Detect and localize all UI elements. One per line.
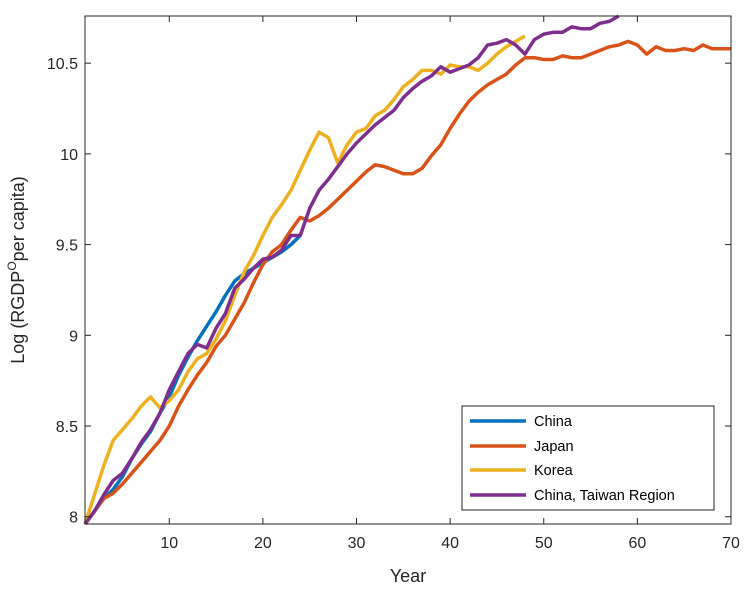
x-tick-label: 10: [160, 535, 178, 552]
y-axis-label-superscript: O: [5, 261, 19, 270]
ticks-layer: 10 20 30 40 50 60 70 8 8.5 9 9.5 10 10.5: [47, 16, 740, 552]
legend-box: [461, 405, 715, 511]
x-axis-label: Year: [390, 566, 426, 586]
y-tick-label: 9.5: [56, 238, 78, 255]
legend: China Japan Korea China, Taiwan Region: [461, 405, 715, 511]
x-tick-label: 30: [348, 535, 366, 552]
series-layer: [83, 14, 731, 526]
y-axis-label-tail: per capita): [8, 176, 28, 261]
legend-label-korea: Korea: [534, 463, 574, 479]
y-tick-label: 10: [60, 147, 78, 164]
x-tick-label: 60: [628, 535, 646, 552]
y-tick-label: 9: [69, 328, 78, 345]
series-line-japan: [83, 39, 731, 526]
x-tick-label: 50: [535, 535, 553, 552]
legend-label-japan: Japan: [534, 439, 574, 455]
legend-label-china-taiwan-region: China, Taiwan Region: [534, 488, 675, 504]
series-line-china-taiwan-region: [83, 14, 620, 526]
y-axis-label-main: Log (RGDP: [8, 271, 28, 364]
y-axis-label: Log (RGDPOper capita): [5, 176, 28, 363]
y-tick-label: 8.5: [56, 419, 78, 436]
series-line-korea: [83, 34, 526, 525]
y-tick-label: 10.5: [47, 56, 78, 73]
y-tick-label: 8: [69, 510, 78, 527]
legend-label-china: China: [534, 414, 573, 430]
x-tick-label: 40: [441, 535, 459, 552]
x-tick-label: 20: [254, 535, 272, 552]
x-tick-label: 70: [722, 535, 740, 552]
